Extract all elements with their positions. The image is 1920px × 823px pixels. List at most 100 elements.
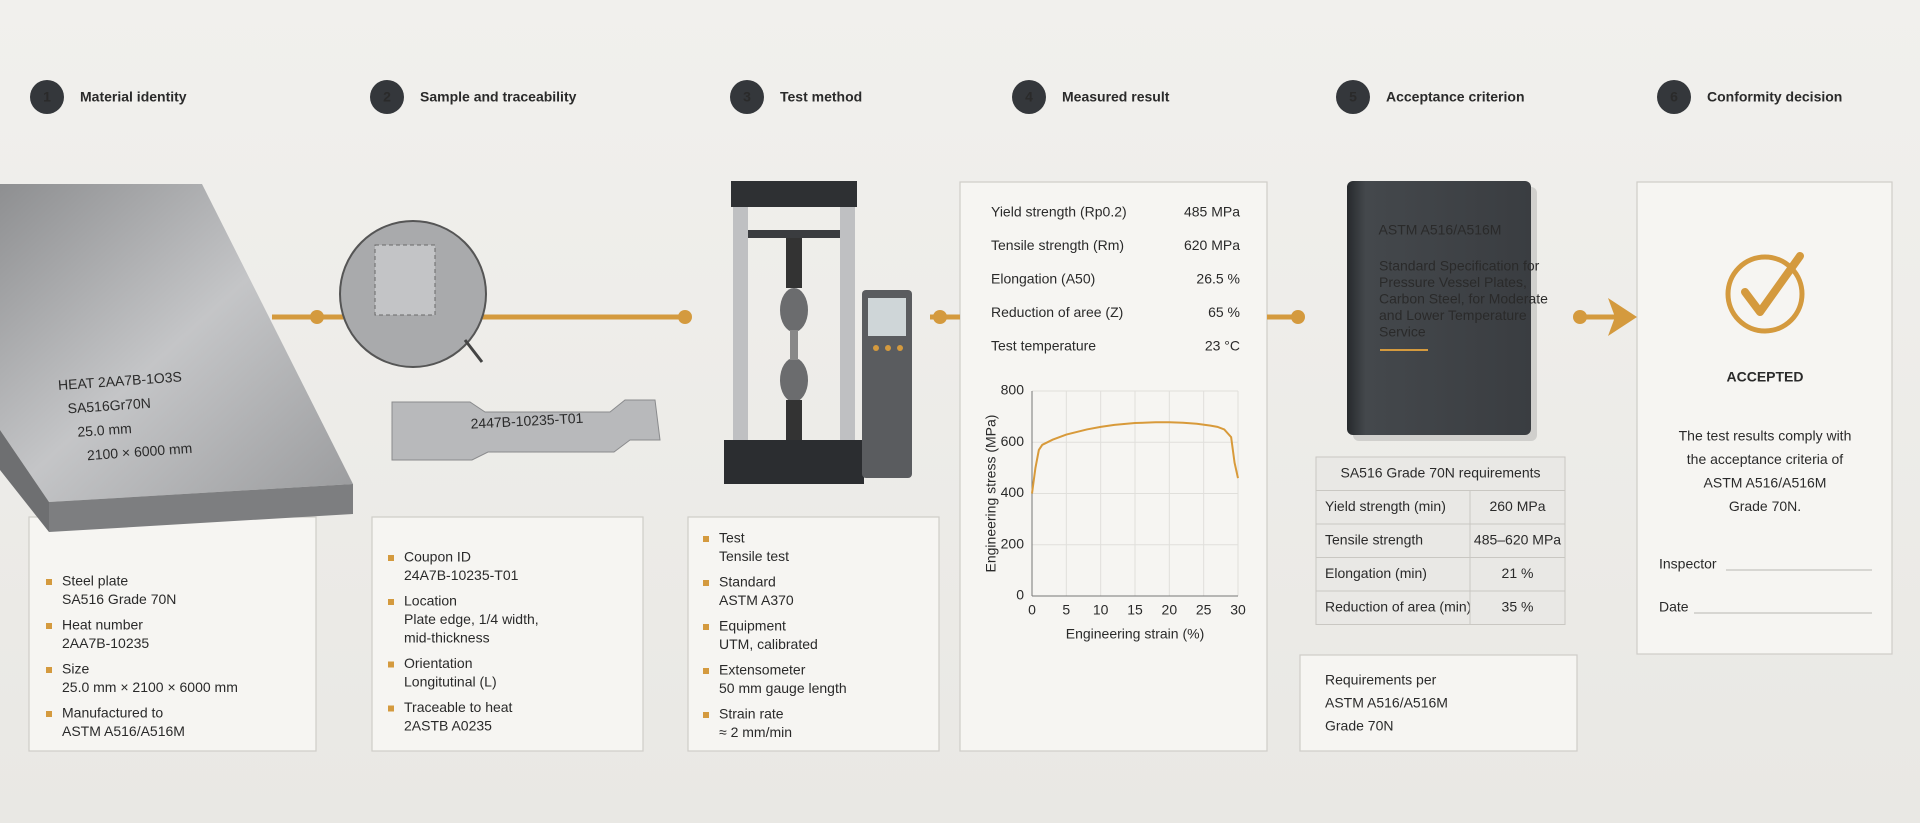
coupon bbox=[339, 220, 661, 461]
detail-label: Heat number bbox=[62, 617, 143, 633]
panel bbox=[1636, 181, 1893, 655]
detail-label: Extensometer bbox=[719, 662, 806, 678]
decision-text: Grade 70N. bbox=[1729, 498, 1801, 514]
x-tick-label: 0 bbox=[1028, 602, 1036, 618]
table-cell: 35 % bbox=[1502, 598, 1534, 614]
step-title: Measured result bbox=[1062, 89, 1170, 105]
signature-field: Inspector bbox=[1659, 556, 1717, 572]
step-number: 6 bbox=[1670, 89, 1678, 105]
detail-label: Standard bbox=[719, 574, 776, 590]
step-badge bbox=[30, 80, 64, 114]
x-tick-label: 30 bbox=[1230, 602, 1246, 618]
step-number: 2 bbox=[383, 89, 391, 105]
plate-marking-line: SA516Gr70N bbox=[67, 395, 151, 417]
detail-label: Coupon ID bbox=[404, 549, 471, 565]
requirements-table bbox=[1315, 456, 1566, 625]
detail-label: Steel plate bbox=[62, 573, 128, 589]
book-subtitle: Carbon Steel, for Moderate bbox=[1379, 291, 1548, 307]
bullet bbox=[388, 599, 394, 605]
step-badge bbox=[370, 80, 404, 114]
test-machine bbox=[724, 181, 912, 484]
detail-label: Test bbox=[719, 530, 745, 546]
detail-value: UTM, calibrated bbox=[719, 636, 818, 652]
x-tick-label: 10 bbox=[1093, 602, 1109, 618]
bullet bbox=[46, 711, 52, 717]
step-title: Sample and traceability bbox=[420, 89, 577, 105]
step-badge bbox=[730, 80, 764, 114]
result-value: 485 MPa bbox=[1184, 204, 1240, 220]
step-number: 3 bbox=[743, 89, 751, 105]
decision-text: ASTM A516/A516M bbox=[1704, 475, 1827, 491]
panel bbox=[687, 516, 940, 752]
plate-marking-line: 2100 × 6000 mm bbox=[86, 440, 192, 463]
requirements-note: ASTM A516/A516M bbox=[1325, 695, 1448, 711]
bullet bbox=[703, 536, 709, 542]
bullet bbox=[46, 579, 52, 585]
table-cell: Yield strength (min) bbox=[1325, 498, 1446, 514]
detail-value: ASTM A370 bbox=[719, 592, 794, 608]
detail-value: Plate edge, 1/4 width, bbox=[404, 611, 539, 627]
step-number: 5 bbox=[1349, 89, 1357, 105]
y-tick-label: 600 bbox=[1001, 433, 1025, 449]
table-cell: 260 MPa bbox=[1489, 498, 1545, 514]
accepted-check bbox=[1725, 252, 1805, 334]
book-subtitle: and Lower Temperature bbox=[1379, 307, 1527, 323]
connector-dot bbox=[310, 298, 1637, 336]
result-label: Reduction of aree (Z) bbox=[991, 304, 1123, 320]
panel bbox=[1299, 654, 1578, 752]
detail-value: ASTM A516/A516M bbox=[62, 723, 185, 739]
y-tick-label: 800 bbox=[1001, 382, 1025, 398]
book-title: ASTM A516/A516M bbox=[1379, 222, 1502, 238]
detail-value: Longitutinal (L) bbox=[404, 674, 497, 690]
detail-value: mid-thickness bbox=[404, 630, 490, 646]
decision-status: ACCEPTED bbox=[1726, 369, 1803, 385]
step-number: 4 bbox=[1025, 89, 1033, 105]
result-label: Tensile strength (Rm) bbox=[991, 237, 1124, 253]
detail-value: 24A7B-10235-T01 bbox=[404, 567, 519, 583]
table-cell: Elongation (min) bbox=[1325, 565, 1427, 581]
book-subtitle: Service bbox=[1379, 324, 1426, 340]
table-title: SA516 Grade 70N requirements bbox=[1341, 464, 1541, 480]
panel bbox=[28, 516, 317, 752]
bullet bbox=[703, 712, 709, 718]
x-tick-label: 25 bbox=[1196, 602, 1212, 618]
detail-value: 25.0 mm × 2100 × 6000 mm bbox=[62, 679, 238, 695]
step-title: Acceptance criterion bbox=[1386, 89, 1525, 105]
standard-book bbox=[1347, 181, 1537, 441]
bullet bbox=[46, 623, 52, 629]
book-subtitle: Standard Specification for bbox=[1379, 258, 1540, 274]
detail-label: Location bbox=[404, 593, 457, 609]
y-axis-label: Engineering stress (MPa) bbox=[983, 415, 999, 573]
panel bbox=[371, 516, 644, 752]
decision-text: the acceptance criteria of bbox=[1687, 451, 1844, 467]
bullet bbox=[388, 705, 394, 712]
y-tick-label: 200 bbox=[1001, 535, 1025, 551]
signature-field: Date bbox=[1659, 599, 1689, 615]
x-tick-label: 5 bbox=[1062, 602, 1070, 618]
bullet bbox=[703, 668, 709, 674]
requirements-note: Grade 70N bbox=[1325, 718, 1393, 734]
result-value: 65 % bbox=[1208, 304, 1240, 320]
stress-strain-curve bbox=[1031, 421, 1239, 494]
detail-label: Size bbox=[62, 661, 89, 677]
bullet bbox=[388, 555, 394, 561]
detail-value: 2AA7B-10235 bbox=[62, 635, 149, 651]
steel-plate bbox=[0, 184, 353, 532]
detail-label: Manufactured to bbox=[62, 705, 163, 721]
result-value: 26.5 % bbox=[1196, 271, 1240, 287]
result-value: 620 MPa bbox=[1184, 237, 1240, 253]
result-label: Elongation (A50) bbox=[991, 271, 1095, 287]
x-axis-label: Engineering strain (%) bbox=[1066, 626, 1205, 642]
step-badge bbox=[1657, 80, 1691, 114]
detail-value: 50 mm gauge length bbox=[719, 680, 847, 696]
step-badge bbox=[1012, 80, 1046, 114]
detail-value: 2ASTB A0235 bbox=[404, 718, 492, 734]
requirements-note: Requirements per bbox=[1325, 672, 1437, 688]
step-number: 1 bbox=[43, 89, 51, 105]
step-title: Test method bbox=[780, 89, 862, 105]
detail-value: ≈ 2 mm/min bbox=[719, 724, 792, 740]
result-value: 23 °C bbox=[1205, 338, 1240, 354]
step-badge bbox=[1336, 80, 1370, 114]
